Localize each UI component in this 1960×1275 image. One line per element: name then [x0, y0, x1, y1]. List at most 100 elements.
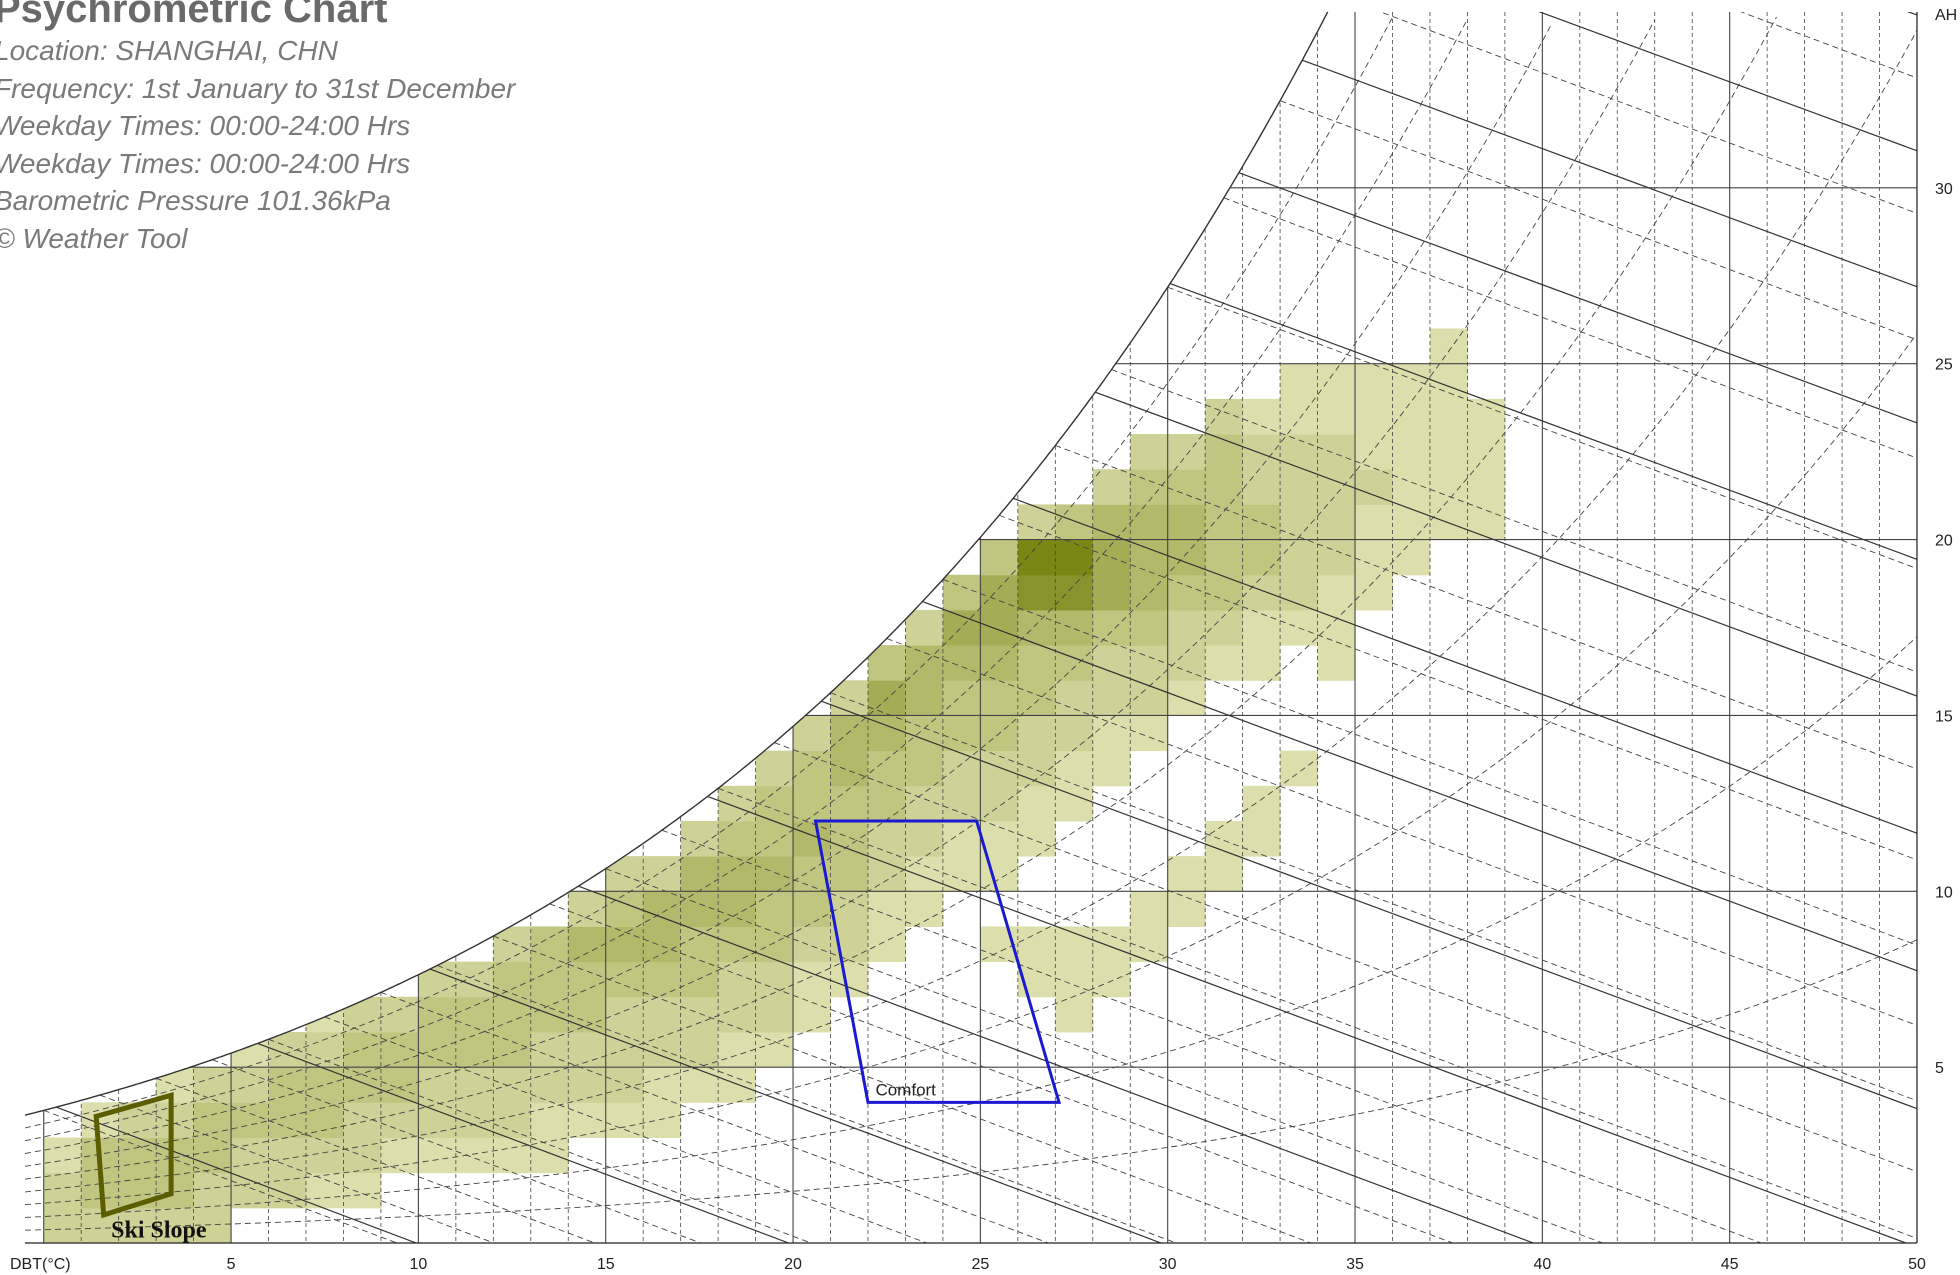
heatmap-cell	[193, 1137, 232, 1174]
heatmap-cell	[718, 926, 757, 963]
heatmap-cell	[905, 609, 944, 646]
heatmap-cell	[830, 891, 869, 927]
heatmap-cell	[305, 1067, 344, 1103]
heatmap-cell	[1392, 363, 1431, 400]
x-tick-label: 10	[409, 1256, 427, 1273]
wet-bulb-line	[212, 1059, 701, 1243]
rh-curve	[25, 333, 1917, 1206]
wet-bulb-line	[1111, 369, 1917, 1243]
heatmap-cell	[942, 680, 981, 716]
heatmap-cell	[1355, 363, 1393, 400]
wet-bulb-line	[268, 1038, 812, 1243]
heatmap-cell	[1055, 539, 1094, 576]
axis-ticks: 5 10 15 20 25 30 35 40 45 50 DBT(°C) 5 10 15 20 25 30 AH	[10, 7, 1957, 1273]
heatmap-cell	[1280, 398, 1319, 435]
heatmap-cell	[1280, 750, 1319, 787]
enthalpy-line	[1095, 391, 1917, 1243]
heatmap-cell	[643, 926, 682, 963]
frequency-text: Frequency: 1st January to 31st December	[0, 72, 516, 104]
wet-bulb-line	[1167, 286, 1917, 1243]
heatmap-cell	[268, 1137, 307, 1174]
wet-bulb-line	[43, 1109, 398, 1243]
heatmap-cell	[680, 1031, 719, 1068]
heatmap-cell	[1167, 645, 1206, 681]
heatmap-cell	[305, 1102, 344, 1138]
heatmap-cell	[380, 996, 419, 1033]
frequency-heatmap	[43, 328, 1506, 1243]
heatmap-cell	[231, 1067, 270, 1103]
x-tick-label: 25	[971, 1256, 989, 1273]
heatmap-cell	[1092, 609, 1131, 646]
design-zones: Comfort Ski Slope	[93, 819, 1062, 1244]
heatmap-cell	[1355, 504, 1393, 541]
heatmap-cell	[1092, 961, 1131, 998]
ski-slope-zone	[93, 1091, 174, 1219]
heatmap-cell	[867, 750, 906, 787]
heatmap-cell	[1130, 434, 1169, 470]
wet-bulb-line	[774, 742, 1917, 1243]
heatmap-cell	[643, 1067, 682, 1103]
heatmap-cell	[493, 961, 532, 998]
heatmap-cell	[1317, 469, 1356, 505]
heatmap-cell	[867, 856, 906, 892]
heatmap-cell	[905, 680, 944, 716]
heatmap-cell	[1392, 434, 1431, 470]
heatmap-cell	[830, 785, 869, 822]
heatmap-cell	[1092, 645, 1131, 681]
heatmap-cell	[530, 996, 569, 1033]
heatmap-cell	[793, 820, 832, 857]
wet-bulb-line	[155, 1077, 596, 1243]
enthalpy-line	[578, 885, 1534, 1243]
weekday-times-text: Weekday Times: 00:00-24:00 Hrs	[0, 110, 411, 141]
rh-curve	[25, 636, 1917, 1218]
heatmap-cell	[793, 785, 832, 822]
heatmap-cell	[718, 785, 757, 822]
rh-curve	[25, 23, 1553, 1154]
heatmap-cell	[493, 1067, 532, 1103]
heatmap-cell	[1130, 926, 1169, 963]
heatmap-cell	[1092, 680, 1131, 716]
heatmap-cell	[980, 645, 1019, 681]
heatmap-cell	[867, 645, 906, 681]
heatmap-cell	[1130, 469, 1169, 505]
heatmap-cell	[1205, 469, 1244, 505]
heatmap-cell	[1130, 574, 1169, 611]
heatmap-cell	[530, 1137, 569, 1174]
heatmap-cell	[755, 750, 794, 787]
wet-bulb-line	[324, 1016, 927, 1243]
heatmap-cell	[343, 996, 382, 1033]
heatmap-cell	[1130, 891, 1169, 927]
heatmap-cell	[1055, 996, 1094, 1033]
heatmap-cell	[1280, 363, 1319, 400]
x-tick-label: 20	[784, 1256, 802, 1273]
heatmap-cell	[1355, 539, 1393, 576]
heatmap-cell	[1055, 609, 1094, 646]
heatmap-cell	[418, 961, 457, 998]
copyright-text: © Weather Tool	[0, 222, 188, 254]
heatmap-cell	[605, 961, 644, 998]
heatmap-cell	[1055, 715, 1094, 752]
heatmap-cell	[1317, 434, 1356, 470]
heatmap-cell	[568, 926, 607, 963]
heatmap-cell	[680, 820, 719, 857]
heatmap-cell	[605, 996, 644, 1033]
chart-grid	[25, 12, 1917, 1243]
x-axis-label: DBT(°C)	[10, 1256, 71, 1273]
heatmap-cell	[1017, 820, 1056, 857]
heatmap-cell	[343, 1031, 382, 1068]
heatmap-cell	[493, 1031, 532, 1068]
heatmap-cell	[118, 1137, 157, 1174]
y-tick-label: 30	[1935, 181, 1953, 198]
rh-curve	[25, 30, 1917, 1193]
heatmap-cell	[905, 820, 944, 857]
heatmap-cell	[1317, 574, 1356, 611]
heatmap-cell	[793, 750, 832, 787]
chart-title: Psychrometric Chart	[0, 0, 388, 31]
heatmap-cell	[755, 856, 794, 892]
heatmap-cell	[231, 1172, 270, 1209]
enthalpy-line	[257, 1042, 789, 1243]
heatmap-cell	[680, 1067, 719, 1103]
heatmap-cell	[455, 1067, 494, 1103]
wet-bulb-line	[717, 787, 1917, 1243]
